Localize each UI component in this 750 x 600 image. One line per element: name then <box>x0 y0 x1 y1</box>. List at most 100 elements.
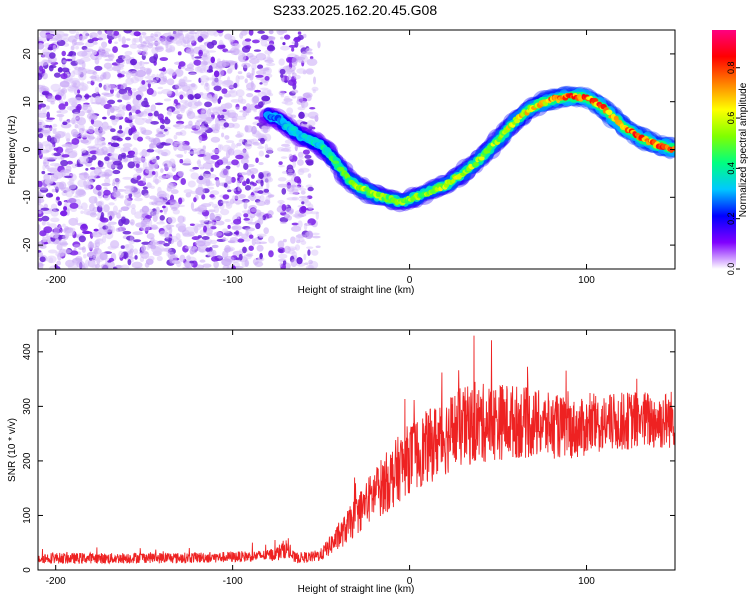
noise-speckle <box>40 207 50 211</box>
noise-speckle <box>260 87 269 91</box>
noise-speckle <box>49 162 61 167</box>
noise-speckle <box>184 226 195 235</box>
noise-speckle <box>144 255 148 260</box>
noise-speckle <box>103 93 114 97</box>
noise-speckle <box>200 81 205 86</box>
noise-speckle <box>182 234 194 237</box>
noise-speckle <box>41 91 49 96</box>
noise-speckle <box>41 220 46 226</box>
noise-speckle <box>60 159 69 167</box>
noise-speckle <box>125 77 134 85</box>
noise-speckle <box>140 224 151 232</box>
noise-speckle <box>302 121 308 125</box>
noise-speckle <box>110 142 120 148</box>
noise-speckle <box>244 141 253 150</box>
noise-speckle <box>213 205 220 214</box>
noise-speckles <box>38 30 321 269</box>
noise-speckle <box>155 133 166 138</box>
noise-speckle <box>130 185 138 194</box>
noise-speckle <box>141 45 149 52</box>
noise-speckle <box>86 251 97 258</box>
noise-speckle <box>168 226 173 235</box>
noise-speckle <box>254 143 263 146</box>
noise-speckle <box>297 159 304 166</box>
noise-speckle <box>52 44 57 52</box>
noise-speckle <box>92 120 103 128</box>
noise-speckle <box>90 118 95 125</box>
noise-speckle <box>222 228 228 233</box>
noise-speckle <box>169 36 175 40</box>
noise-speckle <box>133 191 142 198</box>
noise-speckle <box>281 101 289 105</box>
noise-speckle <box>243 162 249 170</box>
noise-speckle <box>290 114 297 119</box>
noise-speckle <box>132 88 137 92</box>
noise-speckle <box>214 117 219 126</box>
noise-speckle <box>211 81 216 87</box>
noise-speckle <box>59 80 70 88</box>
x-tick-label: 0 <box>407 576 413 587</box>
noise-speckle <box>44 143 53 151</box>
noise-speckle <box>86 109 92 114</box>
noise-speckle <box>288 44 297 48</box>
noise-speckle <box>235 75 240 84</box>
noise-speckle <box>220 114 225 119</box>
noise-speckle <box>196 160 201 165</box>
noise-speckle <box>202 162 213 170</box>
noise-speckle <box>135 163 140 169</box>
noise-speckle <box>159 215 165 221</box>
noise-speckle <box>125 59 130 65</box>
y-tick-label: 0 <box>22 146 33 152</box>
noise-speckle <box>106 30 115 36</box>
noise-speckle <box>262 176 274 183</box>
noise-speckle <box>246 104 254 109</box>
noise-speckle <box>258 162 264 166</box>
noise-speckle <box>78 235 86 243</box>
noise-speckle <box>142 50 148 57</box>
noise-speckle <box>194 101 203 107</box>
noise-speckle <box>45 105 50 110</box>
noise-speckle <box>217 256 224 259</box>
noise-speckle <box>46 117 55 120</box>
noise-speckle <box>44 34 54 39</box>
noise-speckle <box>88 32 99 39</box>
noise-speckle <box>211 95 218 104</box>
noise-speckle <box>306 58 318 66</box>
noise-speckle <box>68 182 77 190</box>
noise-speckle <box>83 171 88 179</box>
noise-speckle <box>48 223 57 228</box>
noise-speckle <box>277 240 285 249</box>
noise-speckle <box>124 116 129 123</box>
noise-speckle <box>163 210 167 215</box>
noise-speckle <box>140 110 148 117</box>
x-tick-label: 100 <box>578 576 595 587</box>
colorbar-label: Normalized spectral amplitude <box>738 82 749 217</box>
noise-speckle <box>64 175 72 179</box>
noise-speckle <box>209 194 215 198</box>
noise-speckle <box>222 156 229 164</box>
noise-speckle <box>280 74 284 78</box>
noise-speckle <box>82 68 92 73</box>
noise-speckle <box>140 245 146 252</box>
noise-speckle <box>202 53 208 58</box>
noise-speckle <box>267 210 274 216</box>
ridge-blob <box>451 178 456 183</box>
noise-speckle <box>235 202 240 206</box>
noise-speckle <box>166 78 175 86</box>
noise-speckle <box>231 142 236 151</box>
noise-speckle <box>159 72 165 79</box>
spectrogram-y-ticks: -20 -10 0 10 20 <box>22 48 675 252</box>
noise-speckle <box>145 258 154 265</box>
noise-speckle <box>258 150 265 157</box>
noise-speckle <box>293 176 301 183</box>
noise-speckle <box>118 33 122 42</box>
noise-speckle <box>237 71 243 75</box>
noise-speckle <box>80 202 88 211</box>
noise-speckle <box>227 76 231 84</box>
noise-speckle <box>98 137 106 141</box>
noise-speckle <box>294 144 298 152</box>
noise-speckle <box>243 218 250 221</box>
noise-speckle <box>287 168 293 173</box>
noise-speckle <box>281 143 291 147</box>
noise-speckle <box>279 216 289 223</box>
